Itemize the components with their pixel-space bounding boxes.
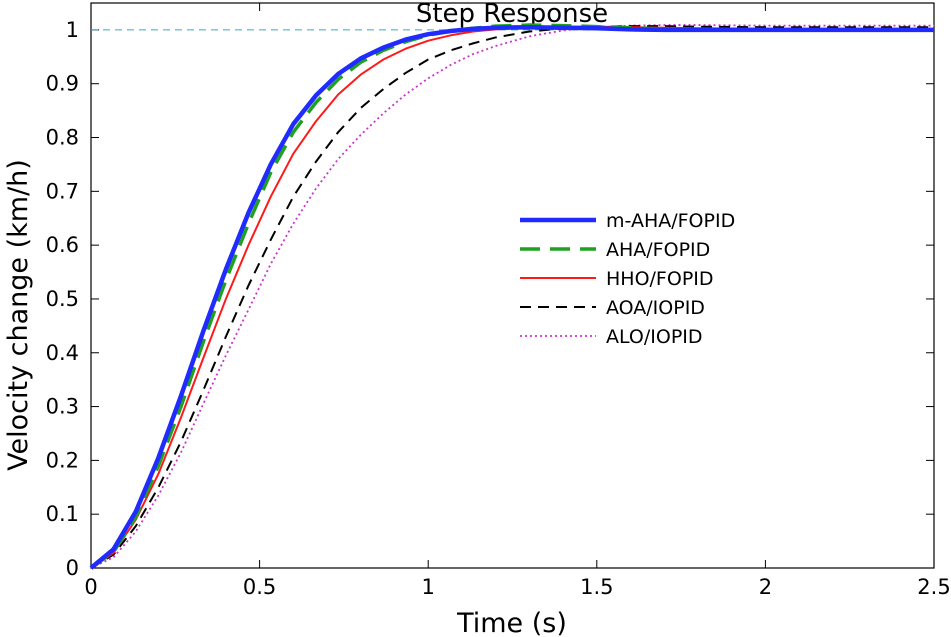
y-tick-label: 0.2 <box>46 448 79 472</box>
y-tick-label: 0.1 <box>46 502 79 526</box>
legend-label: AHA/FOPID <box>606 239 710 261</box>
legend-label: ALO/IOPID <box>606 326 703 348</box>
x-tick-label: 1 <box>422 575 435 599</box>
series-line-m-aha-fopid <box>89 24 934 570</box>
legend-label: AOA/IOPID <box>606 297 705 319</box>
x-tick-label: 0.5 <box>243 575 276 599</box>
y-tick-label: 1 <box>66 18 79 42</box>
plot-frame <box>90 2 935 569</box>
x-tick-label: 1.5 <box>580 575 613 599</box>
y-tick-label: 0.6 <box>46 233 79 257</box>
y-tick-label: 0.8 <box>46 126 79 150</box>
chart-title: Step Response <box>416 0 608 29</box>
legend-label: m-AHA/FOPID <box>606 210 735 232</box>
y-axis-label: Velocity change (km/h) <box>3 159 34 471</box>
y-tick-label: 0.7 <box>46 179 79 203</box>
y-tick-label: 0 <box>66 556 79 580</box>
x-tick-label: 2.5 <box>917 575 950 599</box>
y-tick-label: 0.5 <box>46 287 79 311</box>
x-tick-label: 2 <box>759 575 772 599</box>
y-tick-label: 0.4 <box>46 341 79 365</box>
x-axis-label: Time (s) <box>456 608 567 637</box>
series-line-alo-iopid <box>90 24 934 569</box>
x-tick-label: 0 <box>84 575 97 599</box>
series-line-aoa-iopid <box>90 25 934 569</box>
y-tick-label: 0.3 <box>46 395 79 419</box>
legend-label: HHO/FOPID <box>606 268 714 290</box>
y-tick-label: 0.9 <box>46 72 79 96</box>
